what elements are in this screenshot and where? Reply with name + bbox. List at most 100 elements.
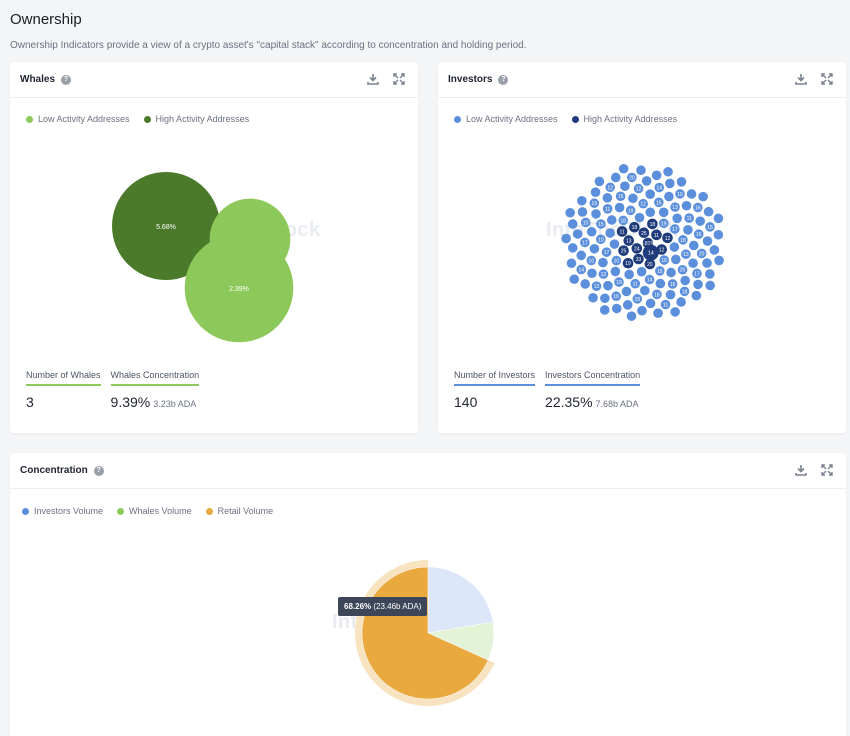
investor-bubble[interactable] xyxy=(586,226,597,237)
investor-bubble[interactable] xyxy=(622,300,633,310)
investor-bubble[interactable] xyxy=(680,275,690,286)
investor-bubble[interactable] xyxy=(662,232,673,244)
investor-bubble[interactable] xyxy=(580,237,590,248)
investor-bubble[interactable] xyxy=(688,240,699,251)
investor-bubble[interactable] xyxy=(705,269,715,279)
investor-bubble[interactable] xyxy=(654,197,664,208)
investor-bubble[interactable] xyxy=(567,243,578,253)
investor-bubble[interactable] xyxy=(614,202,625,213)
legend-item-high-activity[interactable]: High Activity Addresses xyxy=(571,114,677,124)
investor-bubble[interactable] xyxy=(676,176,687,187)
investor-bubble[interactable] xyxy=(698,191,708,202)
investor-bubble[interactable] xyxy=(695,216,705,226)
investor-bubble[interactable] xyxy=(644,258,656,270)
investor-bubble[interactable] xyxy=(632,294,643,304)
investor-bubble[interactable] xyxy=(665,178,675,189)
investor-bubble[interactable] xyxy=(625,205,636,216)
whale-bubble[interactable] xyxy=(112,172,220,280)
investor-bubble[interactable] xyxy=(666,267,676,278)
investor-bubble[interactable] xyxy=(636,266,647,277)
help-icon[interactable]: ? xyxy=(93,465,104,476)
investor-bubble[interactable] xyxy=(681,200,692,211)
investor-bubble[interactable] xyxy=(624,269,634,280)
investor-bubble[interactable] xyxy=(686,189,697,199)
investor-bubble[interactable] xyxy=(644,274,655,285)
investor-bubble[interactable] xyxy=(616,226,628,237)
investor-bubble[interactable] xyxy=(651,229,662,241)
investor-bubble[interactable] xyxy=(577,195,587,206)
investor-bubble[interactable] xyxy=(606,215,617,225)
investor-bubble[interactable] xyxy=(630,278,641,289)
investor-bubble[interactable] xyxy=(645,189,655,199)
investor-bubble[interactable] xyxy=(691,290,702,301)
download-icon[interactable] xyxy=(794,463,808,477)
investor-bubble[interactable] xyxy=(610,172,621,183)
investor-bubble[interactable] xyxy=(652,289,662,300)
download-icon[interactable] xyxy=(366,72,380,86)
investor-bubble[interactable] xyxy=(567,219,578,229)
investor-bubble[interactable] xyxy=(670,307,680,317)
investor-bubble[interactable] xyxy=(676,297,686,307)
investor-bubble[interactable] xyxy=(640,285,650,296)
investor-bubble[interactable] xyxy=(656,244,667,255)
investor-bubble[interactable] xyxy=(647,218,658,230)
investor-bubble[interactable] xyxy=(614,277,624,287)
investor-bubble[interactable] xyxy=(705,222,715,232)
investor-bubble[interactable] xyxy=(580,279,590,289)
investor-bubble[interactable] xyxy=(633,183,644,194)
investor-bubble[interactable] xyxy=(665,289,676,300)
investor-bubble[interactable] xyxy=(580,217,591,228)
legend-item-whales-volume[interactable]: Whales Volume xyxy=(117,506,192,516)
investor-bubble[interactable] xyxy=(626,311,637,321)
investor-bubble[interactable] xyxy=(675,189,685,199)
investor-bubble[interactable] xyxy=(628,193,638,204)
investor-bubble[interactable] xyxy=(637,305,647,316)
investor-bubble[interactable] xyxy=(693,229,704,239)
investor-bubble[interactable] xyxy=(609,239,620,249)
investor-bubble[interactable] xyxy=(702,236,713,246)
investor-bubble[interactable] xyxy=(658,207,669,218)
legend-item-low-activity[interactable]: Low Activity Addresses xyxy=(454,114,558,124)
investor-bubble[interactable] xyxy=(672,213,682,224)
legend-item-retail-volume[interactable]: Retail Volume xyxy=(205,506,273,516)
investor-bubble[interactable] xyxy=(692,268,702,279)
investor-bubble[interactable] xyxy=(654,266,665,276)
investor-bubble[interactable] xyxy=(588,292,598,303)
investor-bubble[interactable] xyxy=(670,202,680,212)
investor-bubble[interactable] xyxy=(638,198,649,209)
investor-bubble[interactable] xyxy=(714,255,724,266)
investor-bubble[interactable] xyxy=(605,182,616,193)
investor-bubble[interactable] xyxy=(659,218,669,229)
investor-bubble[interactable] xyxy=(591,209,601,219)
investor-bubble[interactable] xyxy=(598,257,608,268)
investor-bubble[interactable] xyxy=(596,219,606,229)
investor-bubble[interactable] xyxy=(602,193,613,203)
investor-bubble[interactable] xyxy=(693,202,703,213)
investor-bubble[interactable] xyxy=(591,281,602,291)
investor-bubble[interactable] xyxy=(684,213,694,223)
investor-bubble[interactable] xyxy=(611,291,621,302)
investor-bubble[interactable] xyxy=(681,249,691,260)
investor-bubble[interactable] xyxy=(623,235,635,246)
investor-bubble[interactable] xyxy=(642,244,659,261)
investor-bubble[interactable] xyxy=(618,245,629,256)
investor-bubble[interactable] xyxy=(602,204,613,214)
investor-bubble[interactable] xyxy=(598,269,609,279)
investor-bubble[interactable] xyxy=(655,278,666,289)
investor-bubble[interactable] xyxy=(610,266,621,277)
investor-bubble[interactable] xyxy=(605,228,615,238)
investor-bubble[interactable] xyxy=(590,187,601,197)
investor-bubble[interactable] xyxy=(660,299,671,310)
pie-slice-investors-volume[interactable] xyxy=(427,566,494,634)
investor-bubble[interactable] xyxy=(702,258,712,268)
help-icon[interactable]: ? xyxy=(61,74,72,85)
investor-bubble[interactable] xyxy=(713,213,724,224)
investor-bubble[interactable] xyxy=(633,253,644,265)
investor-bubble[interactable] xyxy=(566,258,577,269)
investor-bubble[interactable] xyxy=(677,264,688,275)
investor-bubble[interactable] xyxy=(703,206,714,217)
investor-bubble[interactable] xyxy=(600,293,610,304)
investor-bubble[interactable] xyxy=(569,274,580,285)
investor-bubble[interactable] xyxy=(671,254,681,265)
investor-bubble[interactable] xyxy=(589,243,600,254)
